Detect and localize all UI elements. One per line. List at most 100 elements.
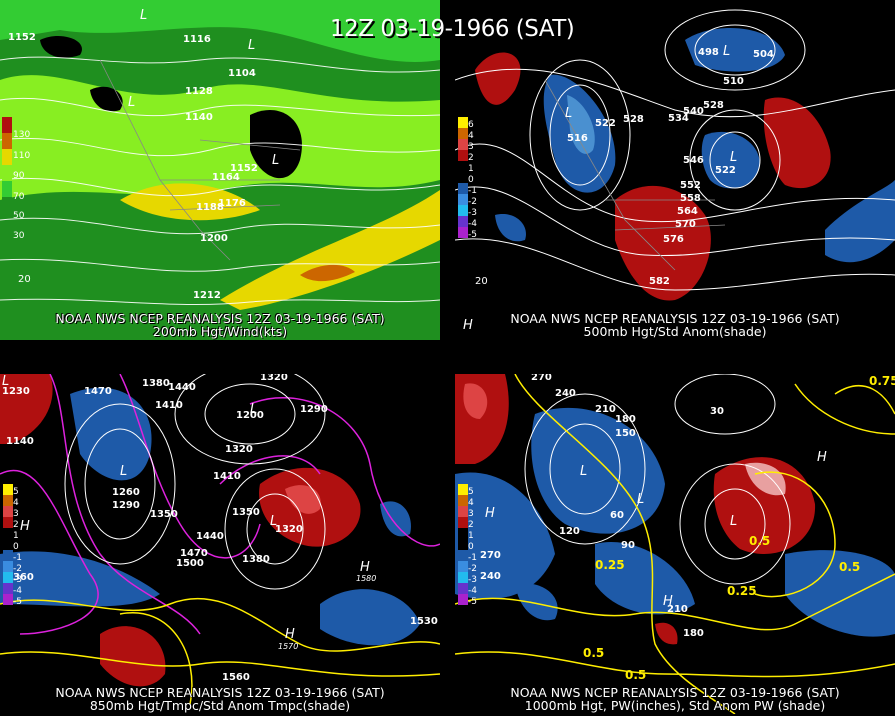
label-500mb-8: 558 — [680, 193, 701, 204]
label-850mb-15: 1380 — [242, 554, 270, 565]
label-200mb-6: 1152 — [230, 163, 258, 174]
label-850mb-4: 1410 — [155, 400, 183, 411]
legend-850mb-2: 4 — [13, 498, 19, 508]
bottom-label-500mb: 20 — [475, 276, 488, 287]
label-1000mb-3: 210 — [595, 404, 616, 415]
legend-500mb-5: 1 — [468, 164, 474, 174]
label-850mb-3: 1440 — [168, 382, 196, 393]
legend-500mb-8: -2 — [468, 197, 477, 207]
legend-1000mb-3: 3 — [468, 509, 474, 519]
low-200mb-2: L — [248, 38, 256, 53]
label-1000mb-2: 240 — [555, 388, 576, 399]
legend-850mb-1: 5 — [13, 487, 19, 497]
label-1000mb-17: 180 — [683, 628, 704, 639]
low-200mb-1: L — [140, 8, 148, 23]
high-500mb-1: H — [463, 318, 473, 333]
label-200mb-4: 1128 — [185, 86, 213, 97]
label-1000mb-8: 60 — [610, 510, 624, 521]
label-850mb-11: 1320 — [225, 444, 253, 455]
label-500mb-7: 552 — [680, 180, 701, 191]
legend-850mb-4: 2 — [13, 520, 19, 530]
legend-500mb-7: -1 — [468, 186, 477, 196]
label-850mb-24: 1140 — [6, 436, 34, 447]
low-500mb-2: L — [730, 150, 738, 165]
label-1000mb-13: 0.25 — [727, 584, 757, 598]
caption-500mb-line1: NOAA NWS NCEP REANALYSIS 12Z 03-19-1966 … — [510, 311, 840, 326]
low-1000mb-2: L — [637, 492, 645, 507]
label-500mb-11: 576 — [663, 234, 684, 245]
legend-1000mb-11: -5 — [468, 597, 477, 607]
map-1000mb — [455, 374, 895, 714]
map-850mb — [0, 374, 440, 714]
legend-200mb-6: 30 — [13, 231, 25, 241]
label-850mb-8: 1260 — [112, 487, 140, 498]
low-850mb-2: L — [250, 402, 258, 417]
label-200mb-9: 1176 — [218, 198, 246, 209]
label-1000mb-1: 270 — [531, 374, 552, 383]
label-850mb-2: 1380 — [142, 378, 170, 389]
panel-500mb: 516 522 528 534 540 546 552 558 564 570 … — [455, 0, 895, 340]
high-850mb-2: H — [360, 560, 370, 575]
label-850mb-12: 1410 — [213, 471, 241, 482]
label-1000mb-19: 240 — [480, 571, 501, 582]
map-200mb — [0, 0, 440, 340]
label-850mb-25: 1360 — [6, 572, 34, 583]
legend-200mb-4: 70 — [13, 192, 25, 202]
caption-500mb-line2: 500mb Hgt/Std Anom(shade) — [583, 324, 767, 339]
label-1000mb-14: 0.5 — [839, 560, 861, 574]
label-850mb-21: 1570 — [278, 642, 299, 651]
label-1000mb-6: 120 — [559, 526, 580, 537]
legend-1000mb-1: 5 — [468, 487, 474, 497]
low-500mb-3: L — [723, 44, 731, 59]
legend-500mb-1: 6 — [468, 120, 474, 130]
panel-200mb: 1152 1116 1104 1128 1140 1152 1164 1188 … — [0, 0, 440, 340]
label-850mb-1: 1470 — [84, 386, 112, 397]
legend-200mb-1: 130 — [13, 130, 31, 140]
low-1000mb-1: L — [580, 464, 588, 479]
legend-200mb-3: 90 — [13, 171, 25, 181]
low-850mb-1: L — [120, 464, 128, 479]
label-200mb-3: 1104 — [228, 68, 256, 79]
label-850mb-5: 1320 — [260, 374, 288, 383]
legend-500mb-9: -3 — [468, 208, 477, 218]
label-850mb-7: 1200 — [236, 410, 264, 421]
low-1000mb-3: L — [730, 514, 738, 529]
high-850mb-3: H — [20, 519, 30, 534]
label-1000mb-11: 0.5 — [583, 646, 605, 660]
label-500mb-6: 546 — [683, 155, 704, 166]
label-850mb-14: 1320 — [275, 524, 303, 535]
label-1000mb-10: 0.25 — [595, 558, 625, 572]
label-850mb-23: 1230 — [2, 386, 30, 397]
legend-850mb-8: -2 — [13, 564, 22, 574]
bottom-label-200mb: 20 — [18, 274, 31, 285]
high-850mb-1: H — [285, 627, 295, 642]
label-500mb-14: 504 — [753, 49, 774, 60]
label-500mb-4: 534 — [668, 113, 689, 124]
legend-1000mb-10: -4 — [468, 586, 477, 596]
legend-bar-200mb — [2, 117, 12, 213]
label-500mb-16: 528 — [703, 100, 724, 111]
label-500mb-13: 510 — [723, 76, 744, 87]
legend-850mb-11: -5 — [13, 597, 22, 607]
label-850mb-13: 1350 — [232, 507, 260, 518]
legend-bar-500mb — [458, 117, 468, 238]
map-title: 12Z 03-19-1966 (SAT) — [330, 16, 575, 42]
label-200mb-11: 1212 — [193, 290, 221, 301]
label-200mb-7: 1164 — [212, 172, 240, 183]
label-1000mb-12: 0.75 — [869, 374, 895, 388]
high-1000mb-3: H — [663, 594, 673, 609]
map-500mb — [455, 0, 895, 340]
label-500mb-1: 516 — [567, 133, 588, 144]
legend-1000mb-5: 1 — [468, 531, 474, 541]
caption-200mb-line2: 200mb Hgt/Wind(kts) — [152, 324, 288, 339]
legend-500mb-2: 4 — [468, 131, 474, 141]
label-200mb-8: 1188 — [196, 202, 224, 213]
legend-500mb-11: -5 — [468, 230, 477, 240]
label-200mb-1: 1152 — [8, 32, 36, 43]
label-200mb-10: 1200 — [200, 233, 228, 244]
label-500mb-3: 528 — [623, 114, 644, 125]
legend-850mb-10: -4 — [13, 586, 22, 596]
legend-500mb-10: -4 — [468, 219, 477, 229]
caption-1000mb-line2: 1000mb Hgt, PW(inches), Std Anom PW (sha… — [524, 698, 826, 713]
legend-bar-1000mb — [458, 484, 468, 605]
